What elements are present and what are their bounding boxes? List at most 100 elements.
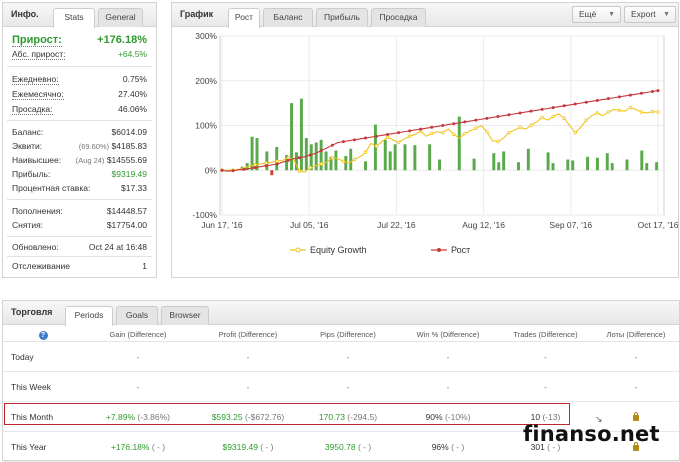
volume-bar xyxy=(472,158,476,171)
volume-bar xyxy=(319,139,323,171)
period-label: This Week xyxy=(11,382,51,392)
monthly-label: Ежемесячно: xyxy=(12,89,64,100)
win-difference: ( - ) xyxy=(451,442,465,452)
trades-difference: ( - ) xyxy=(547,442,561,452)
interest-row: Процентная ставка: $17.33 xyxy=(12,183,147,193)
growth-point xyxy=(584,100,588,104)
equity-growth-point xyxy=(319,162,324,166)
growth-point xyxy=(363,136,367,140)
volume-bar xyxy=(502,151,506,171)
growth-point xyxy=(463,120,467,124)
equity-growth-point xyxy=(441,130,445,135)
trades-value: 10 xyxy=(530,412,541,422)
column-trades[interactable]: Trades (Difference) xyxy=(513,330,578,339)
lots-cell xyxy=(597,412,675,422)
tab-general[interactable]: General xyxy=(98,8,143,27)
equity-growth-point xyxy=(485,130,489,134)
equity-growth-point xyxy=(396,140,401,145)
column-lots[interactable]: Лоты (Difference) xyxy=(606,330,666,339)
gain-cell: - xyxy=(93,382,183,392)
gain-value: +7.89% xyxy=(105,412,136,422)
column-pips[interactable]: Pips (Difference) xyxy=(320,330,376,339)
equity-growth-point xyxy=(297,169,301,173)
growth-point xyxy=(650,89,654,93)
win-value: 90% xyxy=(425,412,443,422)
volume-bar xyxy=(294,152,298,171)
more-button[interactable]: Ещё ▼ xyxy=(572,6,621,23)
period-label: This Month xyxy=(11,412,54,422)
help-icon[interactable]: ? xyxy=(37,330,49,340)
chevron-down-icon: ▼ xyxy=(608,11,615,18)
growth-value: +176.18% xyxy=(97,34,147,46)
gain-value: - xyxy=(136,382,140,392)
pips-difference: (-294.5) xyxy=(347,412,378,422)
gain-cell: - xyxy=(93,352,183,362)
lots-value: - xyxy=(634,352,638,362)
pips-cell: 170.73 (-294.5) xyxy=(303,412,393,422)
profit-label: Прибыль: xyxy=(12,169,51,179)
equity-growth-point xyxy=(551,114,555,119)
tab-browser[interactable]: Browser xyxy=(161,306,209,325)
win-value: - xyxy=(446,382,450,392)
volume-bar xyxy=(586,156,590,171)
deposits-row: Пополнения: $14448.57 xyxy=(12,206,147,216)
lots-value: - xyxy=(634,382,638,392)
tab-balance[interactable]: Баланс xyxy=(263,8,313,27)
profit-value: - xyxy=(246,352,250,362)
updated-row: Обновлено: Oct 24 at 16:48 xyxy=(12,242,147,252)
volume-bar xyxy=(605,153,609,171)
tab-growth[interactable]: Рост xyxy=(228,8,260,28)
tab-drawdown[interactable]: Просадка xyxy=(371,8,426,27)
table-header: ? Gain (Difference) Profit (Difference) … xyxy=(3,326,679,342)
equity-growth-point xyxy=(308,165,313,170)
volume-bar xyxy=(250,136,254,171)
pips-value: - xyxy=(346,382,350,392)
trades-cell: - xyxy=(498,382,593,392)
legend-equity-marker xyxy=(295,247,301,253)
tab-profit[interactable]: Прибыль xyxy=(316,8,368,27)
equity-growth-point xyxy=(617,108,622,112)
lock-icon[interactable] xyxy=(633,442,639,451)
monthly-row: Ежемесячно: 27.40% xyxy=(12,89,147,100)
export-button-label: Export xyxy=(631,9,656,19)
tracking-row: Отслеживание 1 xyxy=(12,261,147,271)
win-value: 96% xyxy=(431,442,449,452)
pips-value: 3950.78 xyxy=(324,442,356,452)
growth-point xyxy=(656,89,660,93)
volume-bar xyxy=(290,103,294,171)
volume-bar xyxy=(610,163,614,171)
volume-bar xyxy=(516,162,520,171)
period-label: Today xyxy=(11,352,34,362)
column-win[interactable]: Win % (Difference) xyxy=(416,330,480,339)
info-panel-header: Инфо. Stats General xyxy=(3,3,156,28)
balance-value: $6014.09 xyxy=(111,127,147,137)
growth-point xyxy=(264,164,268,168)
equity-growth-point xyxy=(595,111,599,115)
growth-point xyxy=(573,102,577,106)
highest-value: $14555.69 xyxy=(106,155,147,165)
export-button[interactable]: Export ▼ xyxy=(624,6,676,23)
growth-point xyxy=(419,127,423,131)
growth-point xyxy=(231,169,235,173)
growth-point xyxy=(452,122,456,126)
volume-bar xyxy=(388,151,392,171)
profit-cell: - xyxy=(203,382,293,392)
abs-growth-value: +64.5% xyxy=(117,49,147,59)
pips-difference: ( - ) xyxy=(357,442,372,452)
profit-row: Прибыль: $9319.49 xyxy=(12,169,147,179)
tab-stats[interactable]: Stats xyxy=(53,8,95,28)
equity-growth-point xyxy=(286,156,290,160)
column-profit[interactable]: Profit (Difference) xyxy=(218,330,278,339)
gain-value: +176.18% xyxy=(110,442,150,452)
tab-goals[interactable]: Goals xyxy=(116,306,158,325)
y-tick-label: 300% xyxy=(195,31,217,41)
tab-periods[interactable]: Periods xyxy=(65,306,113,326)
growth-row: Прирост: +176.18% xyxy=(12,34,147,47)
divider xyxy=(7,120,152,121)
watermark: finanso.net xyxy=(523,422,660,446)
volume-bar xyxy=(393,144,397,171)
growth-point xyxy=(551,106,555,110)
lock-icon[interactable] xyxy=(633,412,639,421)
equity-growth-point xyxy=(656,110,660,114)
column-gain[interactable]: Gain (Difference) xyxy=(109,330,167,339)
